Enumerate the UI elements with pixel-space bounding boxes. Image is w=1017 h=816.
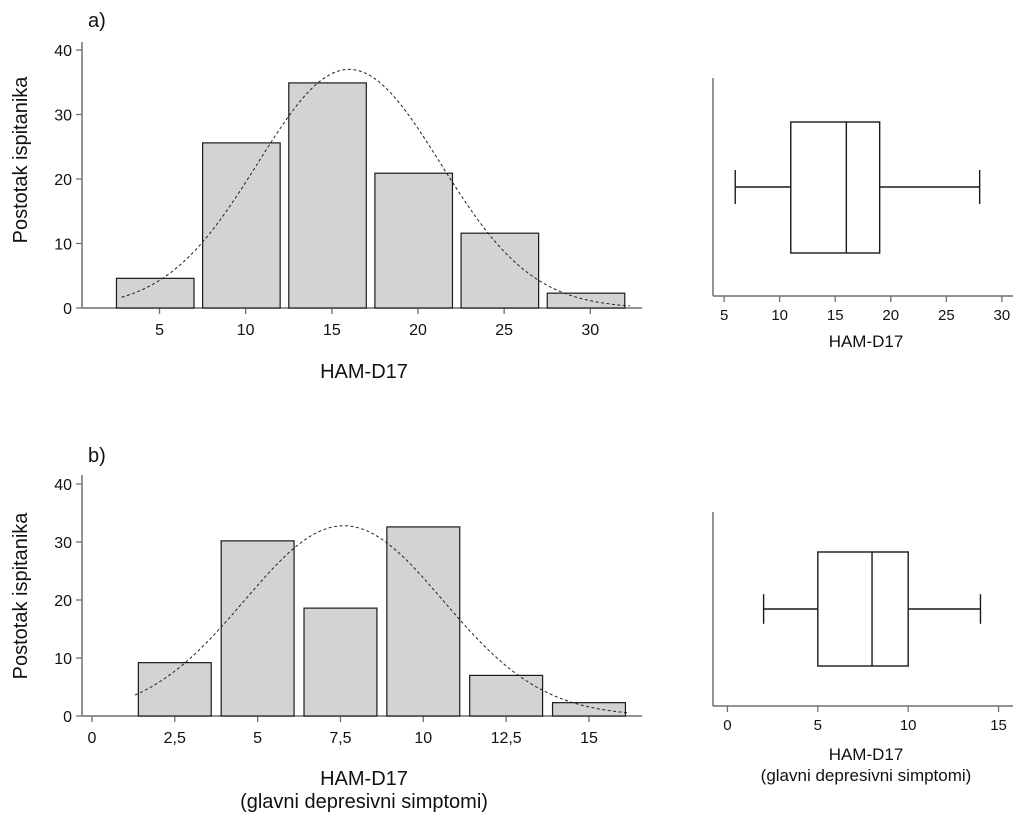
y-tick-label: 40 bbox=[54, 477, 72, 494]
histogram-bar bbox=[288, 82, 367, 309]
box-x-tick-label: 10 bbox=[900, 717, 917, 734]
y-tick-label: 30 bbox=[54, 108, 72, 125]
box-x-axis-label-b-line1: HAM-D17 bbox=[829, 745, 904, 764]
x-tick-label: 30 bbox=[581, 322, 599, 339]
x-axis-label-a: HAM-D17 bbox=[320, 361, 408, 383]
y-tick-label: 0 bbox=[63, 709, 72, 726]
histogram-bar bbox=[546, 292, 626, 309]
box-x-tick-label: 5 bbox=[814, 717, 822, 734]
x-tick-label: 25 bbox=[495, 322, 513, 339]
y-axis-label-a: Postotak ispitanika bbox=[10, 76, 32, 244]
box-x-tick-label: 30 bbox=[994, 307, 1011, 324]
histogram-bar bbox=[115, 277, 195, 309]
x-tick-label: 10 bbox=[414, 730, 432, 747]
x-axis-label-b-line1: HAM-D17 bbox=[320, 768, 408, 790]
histogram-bar bbox=[386, 526, 461, 717]
x-tick-label: 15 bbox=[323, 322, 341, 339]
y-tick-label: 10 bbox=[54, 651, 72, 668]
iqr-box bbox=[817, 551, 909, 667]
box-x-tick-label: 25 bbox=[938, 307, 955, 324]
x-tick-label: 2,5 bbox=[164, 730, 186, 747]
normal-curve bbox=[134, 525, 629, 714]
histogram-bar bbox=[220, 540, 295, 717]
x-tick-label: 12,5 bbox=[491, 730, 522, 747]
x-tick-label: 15 bbox=[580, 730, 598, 747]
x-axis-label-b-line2: (glavni depresivni simptomi) bbox=[240, 791, 488, 813]
y-tick-label: 0 bbox=[63, 301, 72, 318]
histogram-bar bbox=[202, 142, 281, 309]
box-x-tick-label: 10 bbox=[771, 307, 788, 324]
iqr-box bbox=[790, 121, 881, 254]
x-tick-label: 5 bbox=[155, 322, 164, 339]
x-tick-label: 0 bbox=[87, 730, 96, 747]
x-tick-label: 20 bbox=[409, 322, 427, 339]
y-tick-label: 20 bbox=[54, 593, 72, 610]
y-tick-label: 40 bbox=[54, 43, 72, 60]
box-x-axis-label-a: HAM-D17 bbox=[829, 332, 904, 351]
box-x-tick-label: 15 bbox=[827, 307, 844, 324]
panel-label-a: a) bbox=[88, 10, 106, 32]
normal-curve bbox=[121, 68, 630, 307]
y-axis-label-b: Postotak ispitanika bbox=[10, 512, 32, 680]
y-tick-label: 10 bbox=[54, 237, 72, 254]
histogram-bar bbox=[374, 172, 454, 309]
histogram-panel-b: b) Postotak ispitanika HAM-D17 (glavni d… bbox=[10, 445, 642, 813]
box-x-tick-label: 20 bbox=[882, 307, 899, 324]
histogram-bar bbox=[551, 702, 627, 717]
histogram-bar bbox=[303, 607, 378, 717]
x-tick-label: 5 bbox=[253, 730, 262, 747]
histogram-bar bbox=[469, 674, 544, 717]
box-x-tick-label: 0 bbox=[723, 717, 731, 734]
x-tick-label: 10 bbox=[237, 322, 255, 339]
y-tick-label: 30 bbox=[54, 535, 72, 552]
boxplot-panel-b: HAM-D17 (glavni depresivni simptomi) 0 5 1… bbox=[712, 512, 1013, 785]
box-x-tick-label: 5 bbox=[720, 307, 728, 324]
box-x-axis-label-b-line2: (glavni depresivni simptomi) bbox=[761, 766, 972, 785]
histogram-panel-a: a) Postotak ispitanika HAM-D17 0 10 20 30 40… bbox=[10, 10, 642, 383]
histogram-bar bbox=[460, 232, 540, 309]
y-tick-label: 20 bbox=[54, 172, 72, 189]
panel-label-b: b) bbox=[88, 445, 106, 467]
box-x-tick-label: 15 bbox=[990, 717, 1007, 734]
x-tick-label: 7,5 bbox=[329, 730, 351, 747]
boxplot-panel-a: HAM-D17 5 10 15 20 25 30 bbox=[712, 78, 1013, 351]
